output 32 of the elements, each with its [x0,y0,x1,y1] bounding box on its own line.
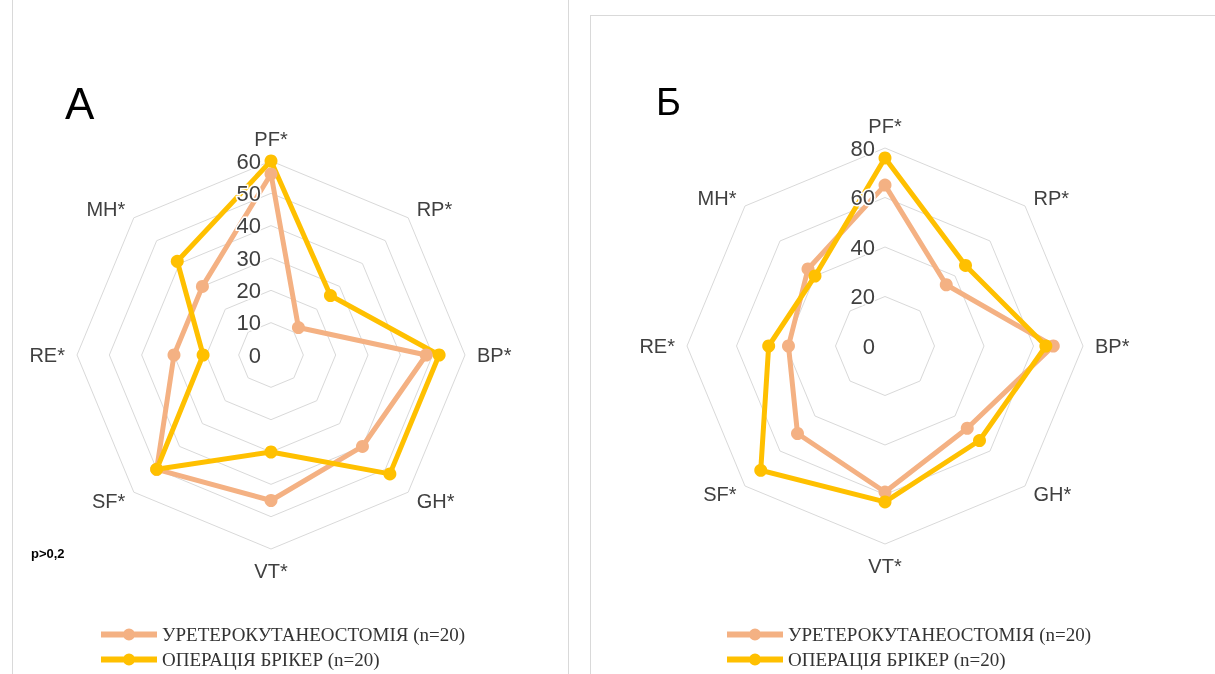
y-tick-label: 10 [236,310,261,336]
legend-label: УРЕТЕРОКУТАНЕОСТОМІЯ (n=20) [788,624,1092,646]
spoke-label: GH* [1033,483,1072,506]
spoke-label: SF* [91,489,126,512]
legend-label: УРЕТЕРОКУТАНЕОСТОМІЯ (n=20) [162,624,466,646]
y-tick-label: 40 [850,234,875,260]
spoke-label: BP* [1095,335,1130,357]
legend-label: ОПЕРАЦІЯ БРІКЕР (n=20) [788,649,1006,671]
y-tick-label: 0 [248,342,261,368]
text: p>0,2 [31,546,65,561]
spoke-label: BP* [477,344,512,366]
chart-title: Б [656,81,681,123]
y-tick-label: 20 [850,284,875,309]
y-tick-label: 0 [862,333,875,359]
spoke-label: RE* [29,344,66,366]
y-tick-label: 20 [236,277,261,303]
spoke-label: RP* [416,198,453,221]
chart-title: А [65,78,95,128]
y-tick-label: 80 [850,135,875,161]
spoke-label: MH* [86,198,126,221]
spoke-label: RP* [1033,186,1070,209]
spoke-label: SF* [703,483,737,506]
spoke-label: MH* [697,186,737,209]
spoke-label: PF* [254,128,288,150]
spoke-label: GH* [416,489,455,512]
y-tick-label: 30 [236,245,261,271]
spoke-label: RE* [639,335,676,357]
spoke-label: VT* [254,560,288,582]
spoke-label: PF* [868,115,902,137]
y-tick-label: 60 [236,148,261,174]
spoke-label: VT* [868,555,902,577]
legend-label: ОПЕРАЦІЯ БРІКЕР (n=20) [162,649,380,671]
